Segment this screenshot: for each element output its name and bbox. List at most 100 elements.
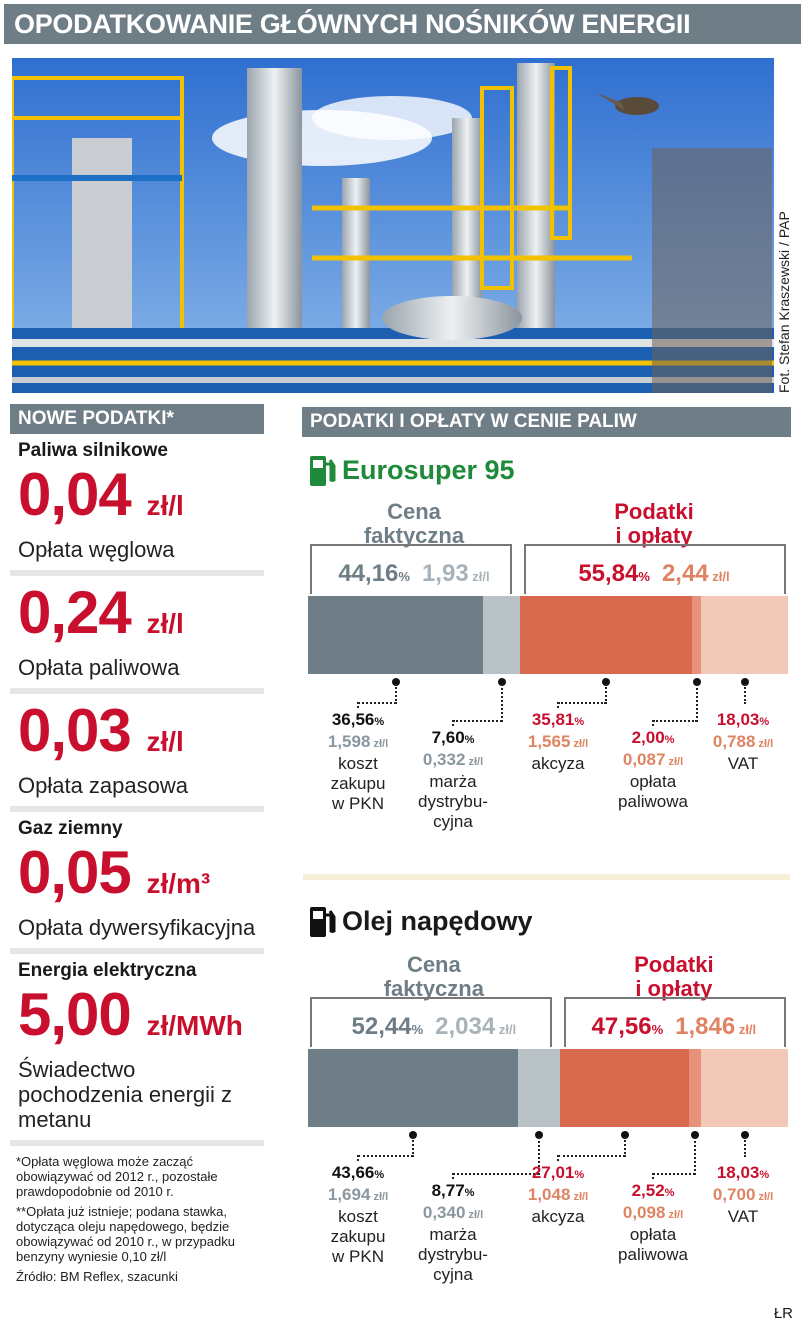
connector-dot [534, 1131, 543, 1139]
segment-label: zakupu [330, 774, 386, 793]
tax-amount: 0,03 [18, 697, 132, 764]
group-label-actual-price: Cena faktyczna [308, 953, 560, 1001]
connector-line [394, 684, 397, 704]
segment-label: opłata [629, 772, 677, 791]
group-label: Podatki [634, 952, 714, 977]
section-divider [303, 874, 790, 880]
connector-line [558, 1155, 625, 1157]
group-label: faktyczna [383, 976, 484, 1001]
group-total-taxes: 55,84% 2,44 zł/l [520, 560, 788, 588]
tax-description: Opłata węglowa [18, 537, 175, 562]
segment-annotation: 7,60% 0,332 zł/l marża dystrybu-cyjna [403, 728, 503, 832]
tax-description: Świadectwo pochodzenia energii z metanu [18, 1057, 233, 1132]
connector-dot [408, 1131, 417, 1139]
bracket-actual-price [310, 544, 512, 594]
fuel-taxes-header: PODATKI I OPŁATY W CENIE PALIW [302, 407, 791, 437]
tax-amount: 0,05 [18, 839, 132, 906]
segment-label: akcyza [531, 754, 585, 773]
segment-label: marża [429, 1225, 477, 1244]
segment-value: 0,700 zł/l [712, 1185, 774, 1204]
bar-segment [689, 1049, 702, 1127]
bar-segment [308, 1049, 518, 1127]
bracket-taxes [523, 544, 786, 594]
group-pct: 52,44% [351, 1013, 424, 1040]
fuel-pump-icon [310, 456, 336, 486]
unit: zł/l [465, 1209, 484, 1221]
segment-pct: 18,03% [716, 710, 770, 729]
fuel-title-text: Eurosuper 95 [342, 454, 515, 485]
group-value: 2,44 zł/l [661, 560, 730, 587]
segment-annotation: 18,03% 0,700 zł/l VAT [693, 1163, 793, 1227]
segment-value: 0,340 zł/l [422, 1203, 484, 1222]
tax-amount: 0,24 [18, 579, 132, 646]
new-taxes-panel: NOWE PODATKI* Paliwa silnikowe 0,04 zł/l… [10, 404, 264, 1297]
stacked-bar [308, 596, 788, 674]
bar-segment [701, 596, 788, 674]
connector-line [557, 702, 559, 708]
group-pct: 44,16% [338, 560, 410, 587]
bar-segment [519, 596, 692, 674]
pct-sign: % [574, 716, 585, 728]
electricity-title: Energia elektryczna [18, 960, 197, 981]
segment-value: 1,048 zł/l [527, 1185, 589, 1204]
group-total-taxes: 47,56% 1,846 zł/l [560, 1013, 788, 1041]
segment-label: dystrybu- [418, 792, 488, 811]
tax-unit: zł/l [146, 726, 184, 757]
bar-segment [483, 596, 520, 674]
tax-description: Opłata zapasowa [18, 773, 188, 798]
chart-body: Cena faktyczna Podatki i opłaty 52,44% 2,034 … [308, 953, 788, 1323]
fuel-title-text: Olej napędowy [342, 905, 533, 936]
connector-line [537, 1137, 540, 1175]
chart-eurosuper: Eurosuper 95 [308, 452, 788, 488]
group-pct: 47,56% [591, 1013, 664, 1040]
connector-line [695, 684, 698, 722]
photo-credit: Fot. Stefan Kraszewski / PAP [776, 211, 792, 393]
group-value: 1,846 zł/l [675, 1013, 757, 1040]
connector-line [557, 1155, 559, 1161]
segment-label: koszt [338, 1207, 378, 1226]
segment-annotation: 2,52% 0,098 zł/l opłata paliwowa [603, 1181, 703, 1265]
chart-body: Cena faktyczna Podatki i opłaty 44,16% 1,93 z… [308, 500, 788, 870]
tax-block-coal: Paliwa silnikowe 0,04 zł/l Opłata węglow… [10, 434, 264, 576]
connector-line [452, 1173, 454, 1179]
connector-line [358, 1155, 413, 1157]
group-value: 2,034 zł/l [435, 1013, 517, 1040]
new-taxes-header: NOWE PODATKI* [10, 404, 264, 434]
segment-pct: 2,00% [631, 728, 675, 747]
pct-sign: % [759, 1169, 770, 1181]
bar-segment [559, 1049, 690, 1127]
pct-sign: % [759, 716, 770, 728]
connector-line [453, 720, 502, 722]
pct-sign: % [664, 1187, 675, 1199]
refinery-photo [12, 58, 774, 393]
group-label-actual-price: Cena faktyczna [308, 500, 520, 548]
connector-line [452, 720, 454, 726]
connector-line [558, 702, 606, 704]
unit: zł/l [370, 738, 389, 750]
segment-annotation: 18,03% 0,788 zł/l VAT [693, 710, 793, 774]
segment-value: 0,098 zł/l [622, 1203, 684, 1222]
connector-line [694, 1137, 697, 1175]
bracket-actual-price [310, 997, 552, 1047]
segment-label: VAT [727, 1207, 759, 1226]
connector-dot [740, 1131, 749, 1139]
connector-line [652, 720, 654, 726]
stacked-bar [308, 1049, 788, 1127]
pct-sign: % [374, 1169, 385, 1181]
group-label: i opłaty [615, 523, 693, 548]
connector-line [743, 684, 746, 704]
connector-dot [601, 678, 610, 686]
segment-pct: 35,81% [531, 710, 585, 729]
segment-label: dystrybu- [418, 1245, 488, 1264]
tax-value: 0,05 zł/m³ [18, 842, 256, 915]
segment-annotation: 36,56% 1,598 zł/l koszt zakupu w PKN [308, 710, 408, 814]
tax-unit: zł/l [146, 608, 184, 639]
segment-label: akcyza [531, 1207, 585, 1226]
tax-unit: zł/MWh [146, 1010, 243, 1041]
segment-value: 0,087 zł/l [622, 750, 684, 769]
group-value: 1,93 zł/l [421, 560, 490, 587]
connector-line [357, 702, 359, 708]
page-title: OPODATKOWANIE GŁÓWNYCH NOŚNIKÓW ENERGII [4, 4, 801, 44]
group-label: faktyczna [363, 523, 465, 548]
author-credit: ŁR [773, 1305, 793, 1322]
